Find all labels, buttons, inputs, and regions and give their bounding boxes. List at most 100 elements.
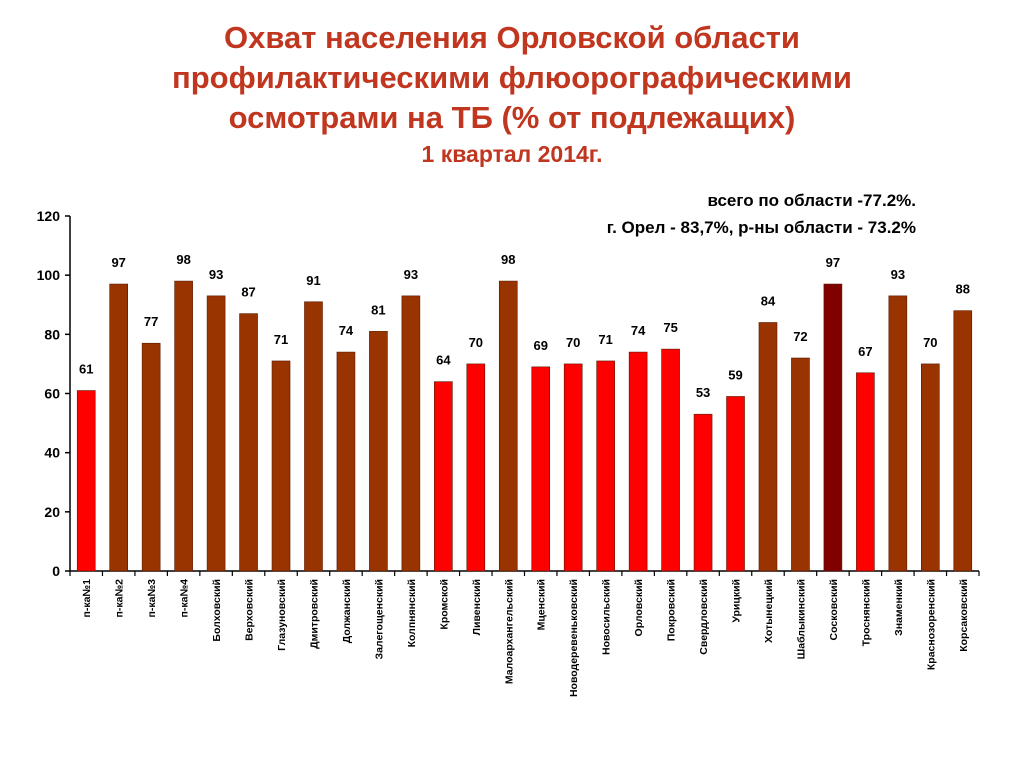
summary-note-line-1: всего по области -77.2%. — [707, 191, 916, 210]
category-label: Шаблыкинский — [795, 579, 807, 659]
bar — [661, 348, 680, 572]
y-tick-label: 60 — [44, 386, 60, 402]
data-label: 69 — [533, 338, 547, 353]
data-label: 97 — [826, 255, 840, 270]
chart-title-line-3: осмотрами на ТБ (% от подлежащих) — [228, 100, 796, 135]
bar — [271, 360, 291, 572]
category-label: Должанский — [341, 579, 353, 643]
data-label: 88 — [956, 282, 970, 297]
bar — [466, 363, 486, 572]
data-label: 53 — [696, 385, 710, 400]
bar — [693, 413, 713, 572]
category-label: Болховский — [211, 579, 223, 642]
data-label: 93 — [404, 267, 418, 282]
category-label: Новосильский — [601, 579, 613, 655]
category-label: Покровский — [666, 579, 678, 641]
data-label: 72 — [793, 329, 807, 344]
bar — [174, 280, 193, 572]
y-tick-label: 100 — [37, 267, 61, 283]
y-tick-label: 20 — [44, 504, 60, 520]
data-label: 98 — [501, 252, 515, 267]
category-label: Ливенский — [471, 579, 483, 635]
bar — [109, 283, 128, 572]
bar — [823, 283, 843, 572]
data-label: 67 — [858, 344, 872, 359]
category-label: Корсаковский — [958, 579, 970, 652]
bar — [791, 357, 810, 572]
bar — [531, 366, 551, 572]
bar — [76, 390, 96, 572]
data-label: 98 — [176, 252, 190, 267]
data-label: 97 — [111, 255, 125, 270]
bar — [856, 372, 875, 572]
data-label: 70 — [566, 335, 580, 350]
bar — [888, 295, 908, 572]
data-label: 93 — [891, 267, 905, 282]
data-label: 71 — [598, 332, 612, 347]
bar — [628, 351, 648, 572]
category-label: Троснянский — [860, 579, 872, 646]
bar — [498, 280, 518, 572]
bar — [563, 363, 583, 572]
category-label: Мценский — [536, 579, 548, 630]
category-label: п-ка№2 — [114, 579, 126, 618]
category-label: Колпнянский — [406, 579, 418, 647]
chart-subtitle: 1 квартал 2014г. — [421, 141, 603, 167]
bar — [921, 363, 940, 572]
category-label: Орловский — [633, 579, 645, 636]
category-label: Новодеревеньковский — [568, 579, 580, 697]
category-label: Знаменкий — [893, 579, 905, 636]
data-label: 70 — [469, 335, 483, 350]
category-label: Урицкий — [731, 579, 743, 623]
bar — [239, 313, 258, 572]
y-tick-label: 40 — [44, 445, 60, 461]
y-tick-label: 120 — [37, 208, 61, 224]
category-label: Малоархангельский — [503, 579, 515, 684]
category-label: Хотынецкий — [763, 579, 775, 643]
category-label: Верховский — [244, 579, 256, 641]
bar — [596, 360, 615, 572]
chart-title-line-2: профилактическими флюорографическими — [172, 60, 852, 95]
bar — [206, 295, 226, 572]
bar — [401, 295, 421, 572]
data-label: 87 — [241, 285, 255, 300]
title-block: Охват населения Орловской области профил… — [0, 18, 1024, 170]
bar — [141, 342, 161, 572]
bar — [369, 331, 388, 572]
category-label: п-ка№4 — [179, 579, 191, 618]
data-label: 91 — [306, 273, 320, 288]
category-label: Свердловский — [698, 579, 710, 655]
data-label: 77 — [144, 314, 158, 329]
category-label: Дмитровский — [308, 579, 320, 649]
data-label: 70 — [923, 335, 937, 350]
summary-note: всего по области -77.2%. г. Орел - 83,7%… — [607, 187, 916, 241]
category-label: п-ка№3 — [146, 579, 158, 618]
summary-note-line-2: г. Орел - 83,7%, р-ны области - 73.2% — [606, 218, 916, 237]
data-label: 93 — [209, 267, 223, 282]
y-tick-label: 80 — [44, 326, 60, 342]
category-label: Сосковский — [828, 579, 840, 640]
category-label: Краснозоренский — [925, 579, 937, 670]
data-label: 84 — [761, 294, 776, 309]
data-label: 61 — [79, 362, 93, 377]
category-label: Глазуновский — [276, 579, 288, 651]
bar — [304, 301, 323, 572]
data-label: 64 — [436, 353, 451, 368]
data-label: 74 — [631, 323, 646, 338]
bar — [758, 322, 778, 572]
bar — [953, 310, 973, 572]
data-label: 75 — [663, 320, 677, 335]
data-label: 59 — [728, 367, 742, 382]
data-label: 71 — [274, 332, 288, 347]
category-label: Кромской — [438, 579, 450, 630]
category-label: п-ка№1 — [81, 579, 93, 618]
chart-title-line-1: Охват населения Орловской области — [224, 20, 800, 55]
bar — [434, 381, 453, 572]
bar — [726, 396, 745, 572]
category-label: Залегощенский — [373, 579, 385, 659]
data-label: 74 — [339, 323, 354, 338]
bar — [336, 351, 356, 572]
y-tick-label: 0 — [52, 563, 60, 579]
data-label: 81 — [371, 302, 385, 317]
